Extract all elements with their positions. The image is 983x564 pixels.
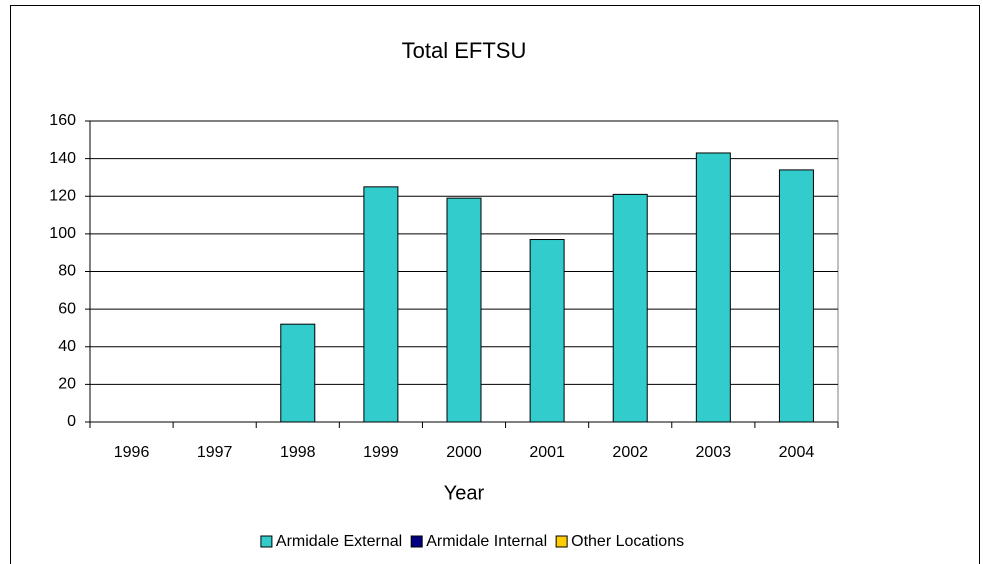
y-tick-label: 20 (58, 376, 76, 393)
y-tick-label: 80 (58, 263, 76, 280)
x-tick-label: 2002 (612, 444, 648, 461)
x-tick-label: 2001 (529, 444, 565, 461)
legend-label: Other Locations (571, 533, 684, 550)
bar (529, 239, 565, 423)
y-tick-label: 120 (49, 187, 76, 204)
chart-title: Total EFTSU (402, 38, 527, 63)
bar (446, 197, 482, 423)
x-axis-label: Year (444, 482, 485, 504)
y-tick-label: 60 (58, 300, 76, 317)
y-tick-label: 140 (49, 150, 76, 167)
bar (778, 169, 814, 423)
legend-label: Armidale Internal (426, 533, 547, 550)
bar (280, 323, 316, 423)
bar (363, 186, 399, 423)
x-tick-label: 1998 (280, 444, 316, 461)
y-tick-label: 160 (49, 112, 76, 129)
y-tick-label: 0 (67, 413, 76, 430)
bar (695, 152, 731, 423)
legend-swatch (410, 535, 423, 548)
x-tick-label: 1996 (114, 444, 150, 461)
y-tick-label: 100 (49, 225, 76, 242)
x-tick-label: 2004 (779, 444, 815, 461)
x-tick-label: 1997 (197, 444, 233, 461)
bar (612, 193, 648, 423)
x-tick-label: 1999 (363, 444, 399, 461)
legend-label: Armidale External (276, 533, 402, 550)
x-tick-label: 2000 (446, 444, 482, 461)
legend-swatch (555, 535, 568, 548)
legend-swatch (260, 535, 273, 548)
y-tick-label: 40 (58, 338, 76, 355)
x-tick-label: 2003 (696, 444, 732, 461)
